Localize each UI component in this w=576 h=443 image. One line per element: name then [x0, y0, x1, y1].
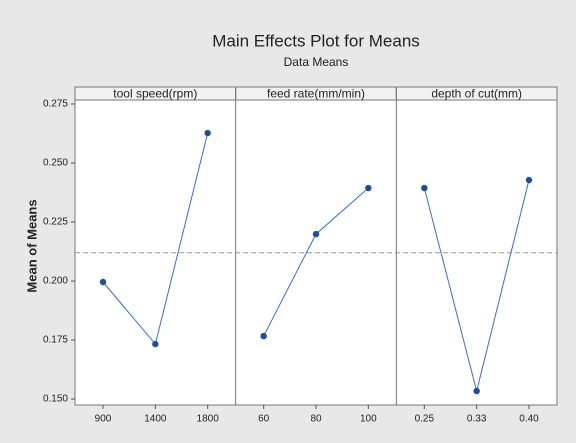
- marker: [365, 184, 372, 192]
- marker: [421, 184, 428, 192]
- marker: [204, 129, 211, 137]
- panel-title: feed rate(mm/min): [267, 87, 365, 101]
- x-tick-label: 1800: [197, 414, 220, 425]
- x-tick-label: 0.33: [467, 414, 487, 425]
- x-tick-label: 100: [360, 414, 377, 425]
- chart-subtitle: Data Means: [284, 55, 349, 69]
- x-tick-label: 1400: [144, 414, 167, 425]
- y-tick-label: 0.175: [43, 335, 68, 346]
- panel-title: depth of cut(mm): [431, 87, 522, 101]
- marker: [99, 278, 107, 286]
- x-tick-label: 0.25: [415, 414, 435, 425]
- marker: [473, 387, 480, 395]
- y-tick-label: 0.200: [43, 276, 68, 287]
- y-tick-label: 0.150: [43, 394, 68, 405]
- marker: [312, 230, 320, 238]
- plot-area: [74, 86, 558, 406]
- marker: [260, 332, 267, 340]
- x-tick-label: 0.40: [519, 414, 539, 425]
- y-tick-label: 0.275: [43, 99, 68, 110]
- y-tick-label: 0.225: [43, 217, 68, 228]
- y-tick-label: 0.250: [43, 158, 68, 169]
- panel-title: tool speed(rpm): [113, 87, 197, 101]
- chart-title: Main Effects Plot for Means: [212, 31, 420, 50]
- marker: [525, 176, 533, 184]
- x-tick-label: 60: [258, 414, 270, 425]
- marker: [152, 340, 159, 348]
- x-tick-label: 80: [310, 414, 322, 425]
- x-tick-label: 900: [95, 414, 112, 425]
- y-axis-label: Mean of Means: [24, 199, 39, 292]
